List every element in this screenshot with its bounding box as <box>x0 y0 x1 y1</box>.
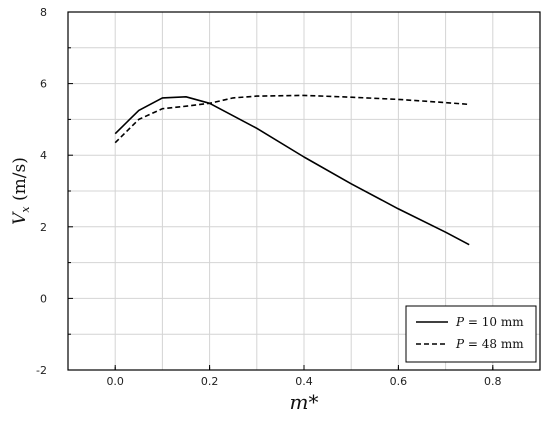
y-tick-label: 6 <box>40 78 47 91</box>
x-tick-label: 0.0 <box>106 375 124 388</box>
y-tick-label: 0 <box>40 292 47 305</box>
y-axis-title: Vx (m/s) <box>10 157 32 225</box>
series-lines <box>115 95 469 244</box>
y-tick-label: 8 <box>40 6 47 19</box>
x-tick-label: 0.2 <box>201 375 219 388</box>
x-tick-label: 0.4 <box>295 375 313 388</box>
y-tick-label: 4 <box>40 149 47 162</box>
x-axis-title: m* <box>290 390 319 414</box>
y-tick-label: -2 <box>36 364 47 377</box>
legend-label: P = 10 mm <box>455 315 524 329</box>
legend-label: P = 48 mm <box>455 337 524 351</box>
y-tick-label: 2 <box>40 221 47 234</box>
y-axis-title-group: Vx (m/s) <box>10 157 32 225</box>
x-tick-label: 0.8 <box>484 375 502 388</box>
x-tick-label: 0.6 <box>390 375 408 388</box>
legend: P = 10 mm P = 48 mm <box>406 306 536 362</box>
